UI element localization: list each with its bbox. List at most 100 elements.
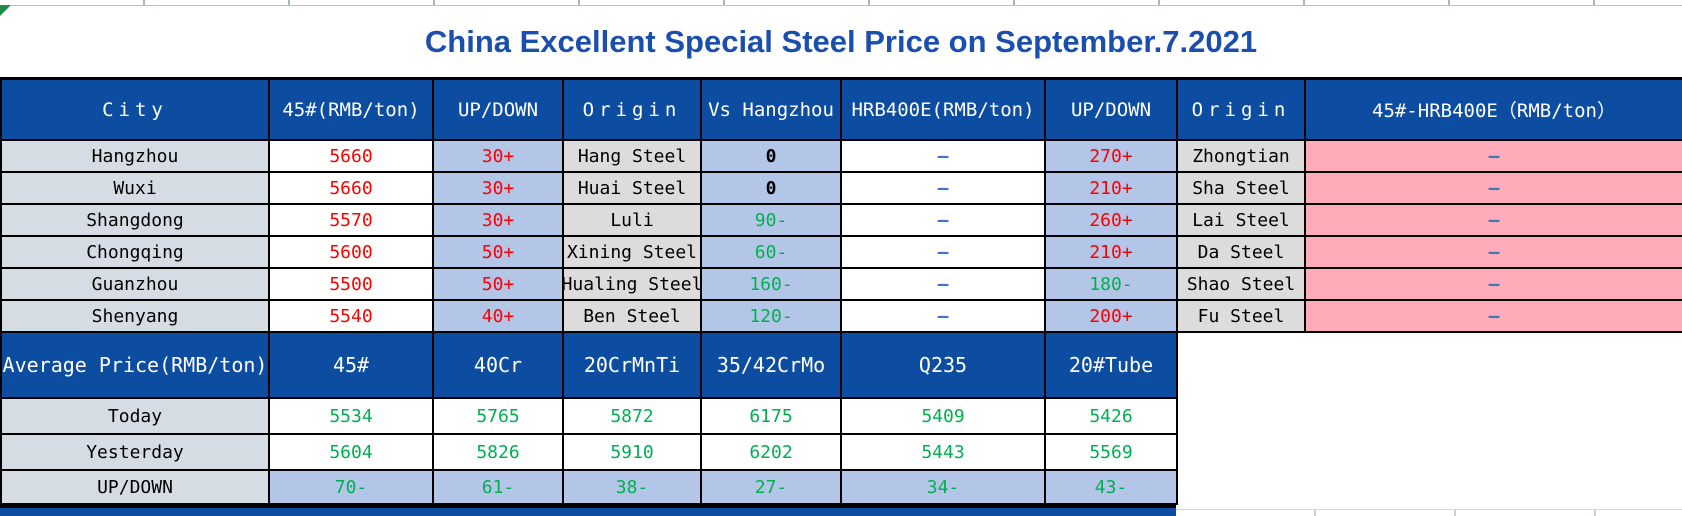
updown-cell[interactable]: 30+ — [434, 141, 564, 173]
updown-cell[interactable]: 30+ — [434, 205, 564, 237]
avg-updown-cell[interactable]: 70- — [270, 471, 434, 505]
price-cell[interactable]: 5660 — [270, 141, 434, 173]
avg-updown-cell[interactable]: 27- — [702, 471, 842, 505]
origin-cell[interactable]: Hang Steel — [564, 141, 702, 173]
diff-cell[interactable]: – — [1306, 301, 1682, 333]
next-row-header-strip — [0, 505, 1176, 516]
col-header-city[interactable]: City — [2, 80, 270, 141]
price-cell[interactable]: 5600 — [270, 237, 434, 269]
city-cell[interactable]: Guanzhou — [2, 269, 270, 301]
city-cell[interactable]: Shangdong — [2, 205, 270, 237]
col-header-hrb400e[interactable]: HRB400E(RMB/ton) — [842, 80, 1046, 141]
grade-header-q235[interactable]: Q235 — [842, 333, 1046, 399]
hrb400e-cell[interactable]: – — [842, 205, 1046, 237]
price-cell[interactable]: 5570 — [270, 205, 434, 237]
col-header-updown2[interactable]: UP/DOWN — [1046, 80, 1178, 141]
city-cell[interactable]: Hangzhou — [2, 141, 270, 173]
avg-value-cell[interactable]: 5872 — [564, 399, 702, 435]
price-cell[interactable]: 5500 — [270, 269, 434, 301]
vs-cell[interactable]: 60- — [702, 237, 842, 269]
avg-value-cell[interactable]: 5604 — [270, 435, 434, 471]
diff-cell[interactable]: – — [1306, 141, 1682, 173]
title-cell[interactable]: China Excellent Special Steel Price on S… — [0, 6, 1682, 77]
avg-updown-cell[interactable]: 34- — [842, 471, 1046, 505]
avg-label-updown[interactable]: UP/DOWN — [2, 471, 270, 505]
avg-value-cell[interactable]: 5534 — [270, 399, 434, 435]
avg-value-cell[interactable]: 5569 — [1046, 435, 1178, 471]
origin2-cell[interactable]: Fu Steel — [1178, 301, 1306, 333]
vs-cell[interactable]: 0 — [702, 141, 842, 173]
city-cell[interactable]: Shenyang — [2, 301, 270, 333]
avg-value-cell[interactable]: 5826 — [434, 435, 564, 471]
col-header-45[interactable]: 45#(RMB/ton) — [270, 80, 434, 141]
avg-value-cell[interactable]: 5443 — [842, 435, 1046, 471]
avg-label-today[interactable]: Today — [2, 399, 270, 435]
hrb400e-cell[interactable]: – — [842, 173, 1046, 205]
updown-cell[interactable]: 50+ — [434, 269, 564, 301]
grade-header-3542crmo[interactable]: 35/42CrMo — [702, 333, 842, 399]
updown-cell[interactable]: 40+ — [434, 301, 564, 333]
origin-cell[interactable]: Hualing Steel — [564, 269, 702, 301]
updown2-cell[interactable]: 270+ — [1046, 141, 1178, 173]
avg-value-cell[interactable]: 6175 — [702, 399, 842, 435]
avg-row-header[interactable]: Average Price(RMB/ton) — [2, 333, 270, 399]
origin2-cell[interactable]: Sha Steel — [1178, 173, 1306, 205]
origin-cell[interactable]: Huai Steel — [564, 173, 702, 205]
hrb400e-cell[interactable]: – — [842, 237, 1046, 269]
updown2-cell[interactable]: 210+ — [1046, 237, 1178, 269]
grade-header-20tube[interactable]: 20#Tube — [1046, 333, 1178, 399]
avg-value-cell[interactable]: 5426 — [1046, 399, 1178, 435]
vs-cell[interactable]: 160- — [702, 269, 842, 301]
average-price-table: Average Price(RMB/ton) 45# 40Cr 20CrMnTi… — [0, 333, 1178, 505]
updown2-cell[interactable]: 200+ — [1046, 301, 1178, 333]
col-header-diff[interactable]: 45#-HRB400E（RMB/ton） — [1306, 80, 1682, 141]
diff-cell[interactable]: – — [1306, 237, 1682, 269]
city-cell[interactable]: Wuxi — [2, 173, 270, 205]
city-price-table: City 45#(RMB/ton) UP/DOWN Origin Vs Hang… — [0, 77, 1682, 333]
col-header-origin2[interactable]: Origin — [1178, 80, 1306, 141]
page-title: China Excellent Special Steel Price on S… — [424, 23, 1258, 59]
vs-cell[interactable]: 120- — [702, 301, 842, 333]
price-cell[interactable]: 5540 — [270, 301, 434, 333]
price-cell[interactable]: 5660 — [270, 173, 434, 205]
hrb400e-cell[interactable]: – — [842, 269, 1046, 301]
avg-label-yesterday[interactable]: Yesterday — [2, 435, 270, 471]
avg-value-cell[interactable]: 5910 — [564, 435, 702, 471]
col-header-vs-hangzhou[interactable]: Vs Hangzhou — [702, 80, 842, 141]
grade-header-45[interactable]: 45# — [270, 333, 434, 399]
updown-cell[interactable]: 30+ — [434, 173, 564, 205]
origin-cell[interactable]: Ben Steel — [564, 301, 702, 333]
avg-value-cell[interactable]: 5409 — [842, 399, 1046, 435]
vs-cell[interactable]: 90- — [702, 205, 842, 237]
vs-cell[interactable]: 0 — [702, 173, 842, 205]
avg-value-cell[interactable]: 6202 — [702, 435, 842, 471]
col-header-origin[interactable]: Origin — [564, 80, 702, 141]
origin-cell[interactable]: Luli — [564, 205, 702, 237]
grade-header-40cr[interactable]: 40Cr — [434, 333, 564, 399]
bottom-gridline-strip — [1176, 509, 1682, 516]
hrb400e-cell[interactable]: – — [842, 301, 1046, 333]
top-gridline-strip — [0, 0, 1682, 6]
origin2-cell[interactable]: Lai Steel — [1178, 205, 1306, 237]
origin2-cell[interactable]: Shao Steel — [1178, 269, 1306, 301]
grade-header-20crmnti[interactable]: 20CrMnTi — [564, 333, 702, 399]
diff-cell[interactable]: – — [1306, 269, 1682, 301]
hrb400e-cell[interactable]: – — [842, 141, 1046, 173]
avg-updown-cell[interactable]: 43- — [1046, 471, 1178, 505]
origin2-cell[interactable]: Da Steel — [1178, 237, 1306, 269]
origin2-cell[interactable]: Zhongtian — [1178, 141, 1306, 173]
col-header-updown[interactable]: UP/DOWN — [434, 80, 564, 141]
updown-cell[interactable]: 50+ — [434, 237, 564, 269]
updown2-cell[interactable]: 210+ — [1046, 173, 1178, 205]
avg-updown-cell[interactable]: 38- — [564, 471, 702, 505]
diff-cell[interactable]: – — [1306, 173, 1682, 205]
avg-updown-cell[interactable]: 61- — [434, 471, 564, 505]
city-cell[interactable]: Chongqing — [2, 237, 270, 269]
updown2-cell[interactable]: 180- — [1046, 269, 1178, 301]
origin-cell[interactable]: Xining Steel — [564, 237, 702, 269]
excel-error-triangle-icon — [0, 5, 11, 16]
diff-cell[interactable]: – — [1306, 205, 1682, 237]
updown2-cell[interactable]: 260+ — [1046, 205, 1178, 237]
avg-value-cell[interactable]: 5765 — [434, 399, 564, 435]
